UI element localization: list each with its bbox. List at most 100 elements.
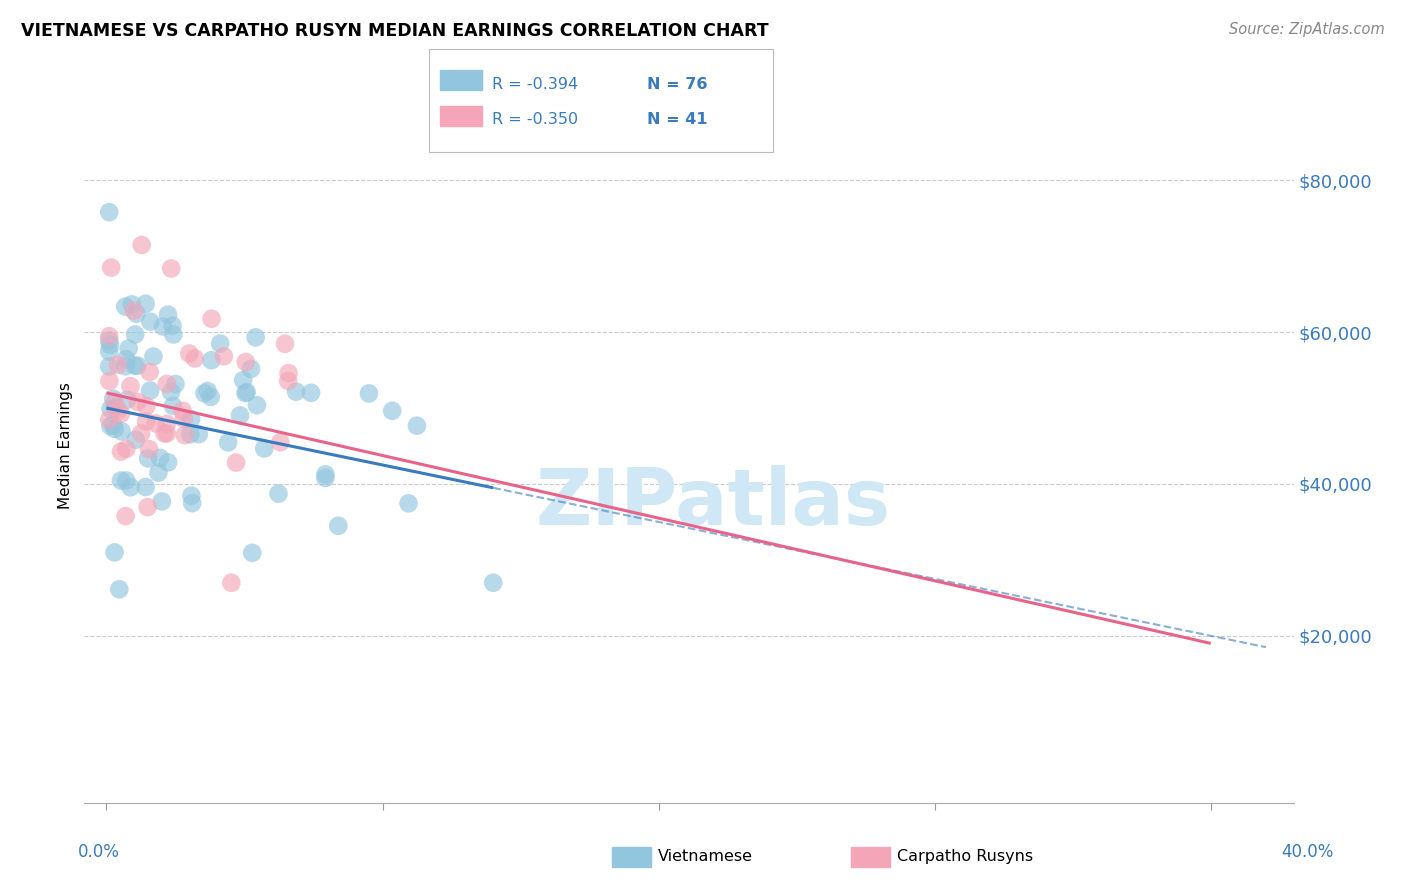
Point bbox=[127, 359, 149, 373]
Point bbox=[100, 401, 122, 416]
Point bbox=[482, 575, 505, 590]
Point bbox=[98, 374, 121, 388]
Point bbox=[240, 546, 263, 560]
Point bbox=[122, 303, 145, 318]
Point bbox=[200, 353, 222, 368]
Point bbox=[98, 334, 121, 348]
Point bbox=[180, 412, 202, 426]
Point bbox=[142, 350, 165, 364]
Text: Source: ZipAtlas.com: Source: ZipAtlas.com bbox=[1229, 22, 1385, 37]
Point bbox=[314, 467, 336, 482]
Point bbox=[149, 450, 172, 465]
Point bbox=[103, 392, 125, 406]
Point bbox=[193, 386, 215, 401]
Point bbox=[135, 414, 157, 428]
Point bbox=[136, 451, 159, 466]
Point bbox=[104, 401, 127, 415]
Point bbox=[114, 300, 136, 314]
Point bbox=[98, 359, 121, 374]
Point bbox=[160, 384, 183, 399]
Point bbox=[120, 480, 142, 494]
Point bbox=[173, 428, 195, 442]
Point bbox=[104, 422, 127, 436]
Point bbox=[212, 349, 235, 363]
Point bbox=[156, 455, 179, 469]
Point bbox=[200, 390, 222, 404]
Point bbox=[101, 417, 124, 432]
Point bbox=[115, 352, 138, 367]
Point bbox=[232, 373, 254, 387]
Point bbox=[115, 392, 138, 407]
Point bbox=[121, 297, 143, 311]
Point bbox=[100, 260, 122, 275]
Point bbox=[114, 509, 136, 524]
Point bbox=[357, 386, 380, 401]
Point bbox=[98, 205, 121, 219]
Point bbox=[172, 404, 194, 418]
Point bbox=[253, 442, 276, 456]
Point bbox=[181, 496, 204, 510]
Point bbox=[117, 342, 139, 356]
Point bbox=[110, 407, 132, 421]
Point bbox=[150, 494, 173, 508]
Point bbox=[328, 518, 350, 533]
Point bbox=[187, 427, 209, 442]
Point bbox=[127, 394, 149, 409]
Point bbox=[229, 409, 252, 423]
Point bbox=[114, 359, 136, 374]
Point bbox=[98, 344, 121, 359]
Point bbox=[314, 471, 336, 485]
Point bbox=[153, 426, 176, 441]
Point bbox=[135, 399, 157, 413]
Point bbox=[267, 486, 290, 500]
Point bbox=[269, 435, 291, 450]
Point bbox=[115, 442, 138, 456]
Point bbox=[107, 358, 129, 372]
Point bbox=[381, 404, 404, 418]
Point bbox=[245, 330, 267, 344]
Point bbox=[98, 329, 121, 343]
Point bbox=[156, 426, 179, 441]
Text: R = -0.350: R = -0.350 bbox=[492, 112, 578, 128]
Point bbox=[110, 444, 132, 458]
Text: N = 41: N = 41 bbox=[647, 112, 707, 128]
Y-axis label: Median Earnings: Median Earnings bbox=[58, 383, 73, 509]
Point bbox=[197, 384, 219, 398]
Text: Vietnamese: Vietnamese bbox=[658, 849, 754, 863]
Point bbox=[217, 435, 239, 450]
Point bbox=[125, 307, 148, 321]
Point bbox=[98, 412, 121, 426]
Point bbox=[145, 417, 167, 431]
Point bbox=[156, 417, 179, 431]
Point bbox=[398, 496, 420, 510]
Point bbox=[184, 351, 207, 366]
Point bbox=[235, 355, 257, 369]
Point bbox=[120, 379, 142, 393]
Point bbox=[104, 394, 127, 409]
Point bbox=[180, 489, 202, 503]
Point bbox=[209, 336, 232, 351]
Point bbox=[135, 297, 157, 311]
Point bbox=[406, 418, 429, 433]
Point bbox=[111, 425, 134, 439]
Point bbox=[274, 336, 297, 351]
Point bbox=[103, 545, 125, 559]
Point bbox=[131, 238, 153, 252]
Point bbox=[136, 500, 159, 514]
Point bbox=[108, 582, 131, 597]
Point bbox=[235, 386, 257, 401]
Point bbox=[221, 575, 243, 590]
Point bbox=[156, 376, 179, 391]
Point bbox=[160, 261, 183, 276]
Point bbox=[165, 376, 187, 391]
Point bbox=[115, 474, 138, 488]
Point bbox=[152, 319, 174, 334]
Point bbox=[173, 411, 195, 425]
Point bbox=[139, 384, 162, 398]
Text: Carpatho Rusyns: Carpatho Rusyns bbox=[897, 849, 1033, 863]
Point bbox=[100, 419, 122, 434]
Text: N = 76: N = 76 bbox=[647, 77, 707, 92]
Text: 40.0%: 40.0% bbox=[1281, 843, 1334, 861]
Point bbox=[110, 474, 132, 488]
Text: 0.0%: 0.0% bbox=[77, 843, 120, 861]
